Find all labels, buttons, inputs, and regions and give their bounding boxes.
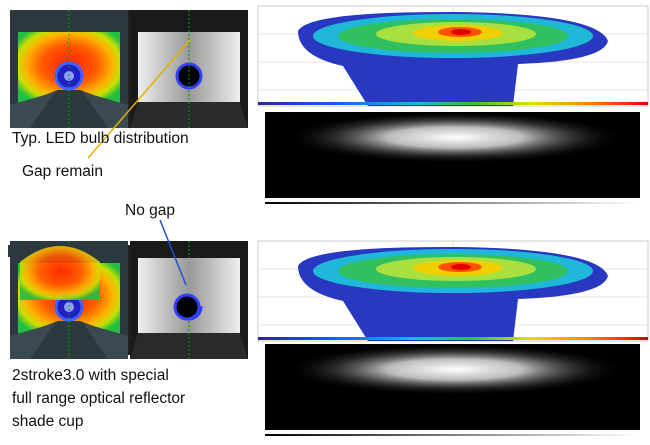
callout-line bbox=[87, 39, 191, 159]
top-images bbox=[8, 8, 250, 130]
callout-line bbox=[159, 219, 187, 286]
road-view bbox=[265, 112, 640, 204]
caption: Typ. LED bulb distribution bbox=[12, 130, 189, 147]
color-map bbox=[8, 8, 130, 130]
bottom-images bbox=[8, 239, 250, 361]
caption: full range optical reflector bbox=[12, 390, 185, 407]
isocandela-plot bbox=[257, 5, 649, 107]
caption: 2stroke3.0 with special bbox=[12, 367, 169, 384]
caption: shade cup bbox=[12, 413, 84, 430]
isocandela-plot bbox=[257, 240, 649, 342]
callout: Gap remain bbox=[22, 163, 103, 180]
callout: No gap bbox=[125, 202, 175, 219]
gray-map bbox=[128, 8, 250, 130]
road-view bbox=[265, 344, 640, 436]
